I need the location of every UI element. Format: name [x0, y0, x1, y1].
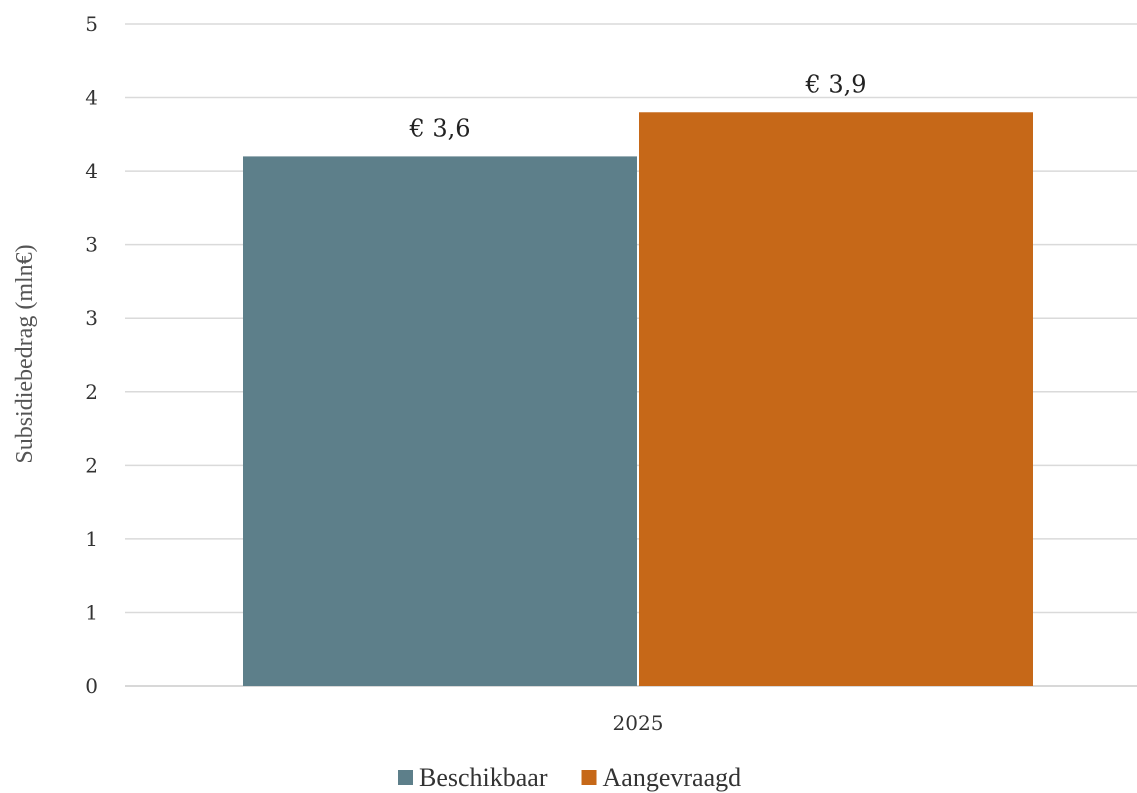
x-axis-ticks: 2025: [613, 711, 664, 735]
legend-swatch: [398, 770, 413, 785]
legend-label: Beschikbaar: [419, 763, 548, 792]
x-tick-label: 2025: [613, 711, 664, 735]
y-tick-label: 1: [85, 527, 98, 551]
data-label: € 3,6: [408, 114, 470, 142]
y-tick-label: 2: [85, 453, 98, 477]
y-tick-label: 1: [85, 600, 98, 624]
bar-aangevraagd: [639, 112, 1033, 687]
data-label: € 3,9: [804, 70, 866, 98]
bars: € 3,6 € 3,9: [243, 70, 1033, 687]
legend: Beschikbaar Aangevraagd: [398, 763, 741, 792]
legend-label: Aangevraagd: [603, 763, 742, 792]
legend-swatch: [581, 770, 597, 785]
y-axis-ticks: 0 1 1 2 2 3 3 4 4 5: [85, 12, 98, 698]
y-tick-label: 5: [85, 12, 98, 36]
y-axis-label: Subsidiebedrag (mln€): [12, 244, 38, 463]
y-tick-label: 4: [85, 159, 98, 183]
y-tick-label: 2: [85, 380, 98, 404]
bar-beschikbaar: [243, 156, 637, 686]
y-tick-label: 0: [85, 674, 98, 698]
y-tick-label: 4: [85, 86, 98, 110]
y-tick-label: 3: [85, 306, 98, 330]
y-tick-label: 3: [85, 233, 98, 257]
